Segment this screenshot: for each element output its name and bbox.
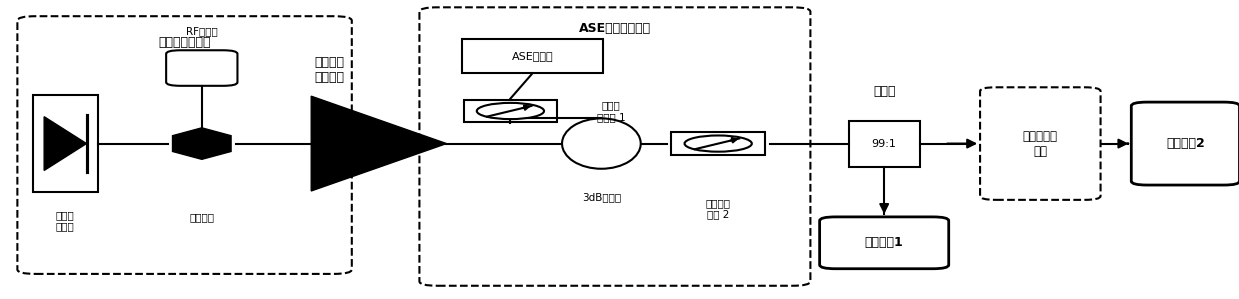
Text: 光功率计1: 光功率计1 xyxy=(865,236,903,249)
Ellipse shape xyxy=(563,118,641,169)
FancyBboxPatch shape xyxy=(820,217,949,269)
Text: 99:1: 99:1 xyxy=(872,138,897,149)
FancyArrowPatch shape xyxy=(1119,140,1127,147)
FancyArrowPatch shape xyxy=(730,138,736,142)
Text: 可调光衰
减器 2: 可调光衰 减器 2 xyxy=(706,198,731,219)
Polygon shape xyxy=(311,96,446,191)
Text: ASE噪声源: ASE噪声源 xyxy=(512,51,554,61)
Text: 光功率计2: 光功率计2 xyxy=(1166,137,1204,150)
FancyBboxPatch shape xyxy=(166,50,238,86)
Text: 待测全光再
生器: 待测全光再 生器 xyxy=(1023,129,1058,158)
FancyBboxPatch shape xyxy=(1131,102,1239,185)
Text: 分光器: 分光器 xyxy=(873,85,896,98)
Text: 光调制器: 光调制器 xyxy=(190,213,214,223)
FancyArrowPatch shape xyxy=(523,106,529,110)
Polygon shape xyxy=(45,117,87,170)
Text: 光信号产生单元: 光信号产生单元 xyxy=(159,36,211,49)
Text: ASE噪声加载模块: ASE噪声加载模块 xyxy=(579,22,650,35)
Polygon shape xyxy=(172,128,232,159)
Bar xyxy=(672,132,764,155)
Bar xyxy=(462,39,603,73)
Text: RF信号源: RF信号源 xyxy=(186,26,218,36)
Circle shape xyxy=(477,103,544,119)
Bar xyxy=(849,120,919,167)
FancyArrowPatch shape xyxy=(880,204,888,212)
Bar xyxy=(463,100,558,122)
Text: 功率可调
光放大器: 功率可调 光放大器 xyxy=(315,56,344,83)
FancyBboxPatch shape xyxy=(980,87,1100,200)
Bar xyxy=(32,95,98,193)
Text: 3dB耦合器: 3dB耦合器 xyxy=(582,192,621,202)
Circle shape xyxy=(685,135,752,152)
Text: 连续光
激光器: 连续光 激光器 xyxy=(56,210,74,231)
Text: 可调光
衰减器 1: 可调光 衰减器 1 xyxy=(597,100,626,122)
FancyArrowPatch shape xyxy=(947,140,975,147)
